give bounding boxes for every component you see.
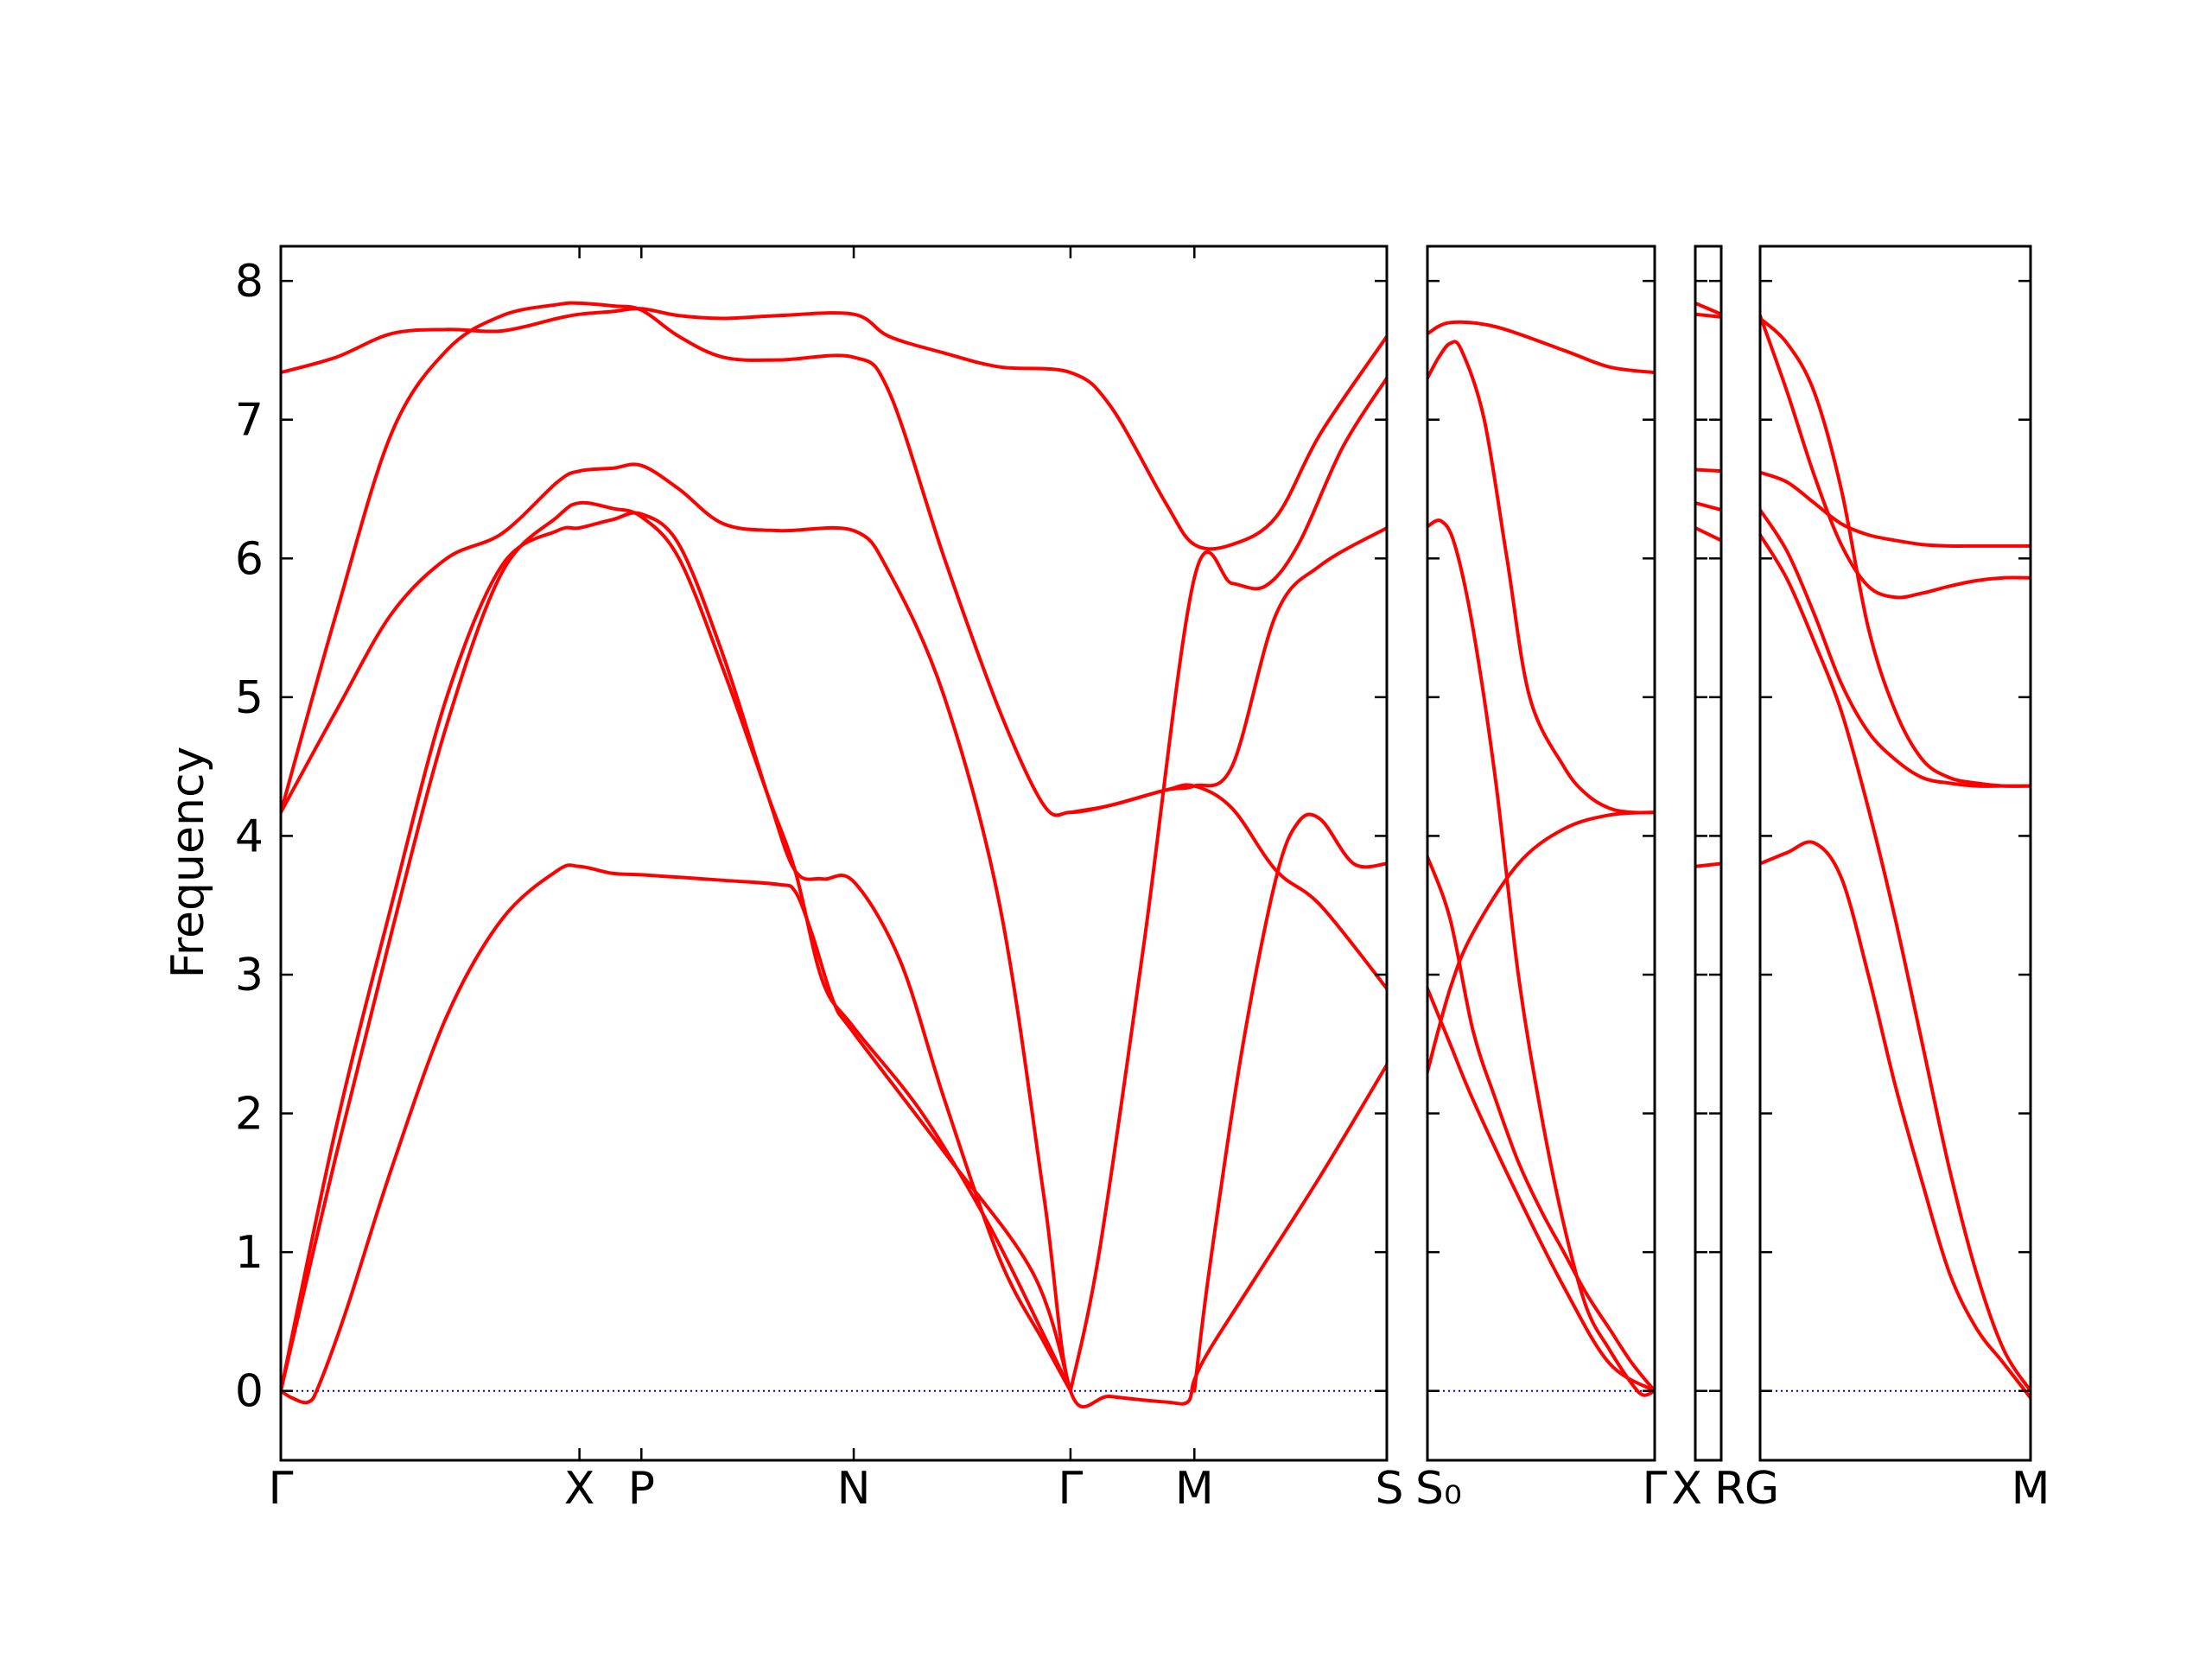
x-tick-label: Γ [1058, 1463, 1083, 1515]
x-tick-label: Γ [1643, 1463, 1668, 1515]
x-tick-label: G [1745, 1463, 1779, 1515]
band-line-6 [281, 307, 1387, 551]
band-line-2 [281, 500, 1072, 1393]
bands [1760, 314, 2031, 1400]
panel-frame [279, 245, 1389, 1462]
band-line-3 [1760, 508, 2031, 788]
band-line-5 [1427, 987, 1655, 1393]
band-line-6 [1427, 810, 1655, 1074]
band-line-8 [1192, 812, 1387, 1393]
band-line-1 [1427, 320, 1655, 375]
panel-frame [1694, 245, 1723, 1462]
x-tick-label: M [1175, 1463, 1214, 1515]
band-line-5 [1695, 312, 1721, 319]
band-line-5 [281, 301, 1387, 991]
x-tick-label: S [1375, 1463, 1403, 1515]
bands [281, 301, 1387, 1409]
panel-2: S₀ Γ [1415, 245, 1668, 1515]
band-line-3 [1695, 501, 1721, 512]
panel-frame [1758, 245, 2032, 1462]
y-tick-label: 2 [235, 1089, 264, 1141]
panel-frame [1426, 245, 1656, 1462]
x-tick-label: S₀ [1415, 1463, 1462, 1515]
band-line-6 [1695, 301, 1721, 316]
bands [1427, 320, 1655, 1397]
x-tick-label: X [564, 1463, 595, 1515]
band-line-6 [1760, 314, 2031, 600]
y-tick-label: 4 [235, 810, 264, 862]
band-line-1 [1760, 840, 2031, 1400]
band-line-1 [1695, 861, 1721, 868]
x-tick-label: X [1671, 1463, 1702, 1515]
x-tick-label: P [628, 1463, 655, 1515]
band-line-3 [281, 511, 1072, 1393]
x-tick-label: Γ [269, 1463, 294, 1515]
band-line-4 [281, 462, 1387, 1409]
band-line-2 [1427, 340, 1655, 815]
x-tick-label: N [837, 1463, 871, 1515]
y-tick-label: 1 [235, 1227, 264, 1279]
band-line-4 [1760, 316, 2031, 788]
band-line-2 [1695, 525, 1721, 543]
y-tick-label: 7 [235, 395, 264, 447]
y-tick-label: 0 [235, 1366, 264, 1418]
bands [1695, 301, 1721, 868]
y-tick-label: 6 [235, 533, 264, 585]
y-axis-label: Frequency [162, 747, 214, 979]
band-line-4 [1695, 467, 1721, 474]
band-line-7 [1068, 376, 1387, 1393]
y-tick-label: 8 [235, 256, 264, 308]
band-line-9 [1068, 525, 1387, 815]
band-line-1 [281, 863, 1072, 1405]
panel-1: Γ X P N Γ M S 0 1 2 3 4 5 6 7 8 [235, 245, 1404, 1515]
band-line-4 [1427, 855, 1655, 1393]
x-tick-label: R [1714, 1463, 1745, 1515]
x-tick-label: M [2012, 1463, 2050, 1515]
band-line-5 [1760, 470, 2031, 548]
band-line-3 [1427, 518, 1655, 1397]
band-line-2 [1760, 532, 2031, 1393]
y-tick-label: 5 [235, 672, 264, 724]
y-tick-label: 3 [235, 950, 264, 1001]
